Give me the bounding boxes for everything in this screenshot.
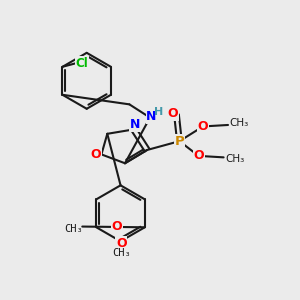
Text: N: N bbox=[146, 110, 157, 123]
Text: Cl: Cl bbox=[75, 57, 88, 70]
Text: O: O bbox=[111, 220, 122, 233]
Text: O: O bbox=[198, 120, 208, 133]
Text: O: O bbox=[116, 237, 127, 250]
Text: N: N bbox=[130, 118, 140, 131]
Text: CH₃: CH₃ bbox=[225, 154, 244, 164]
Text: O: O bbox=[168, 107, 178, 120]
Text: CH₃: CH₃ bbox=[113, 248, 131, 258]
Text: CH₃: CH₃ bbox=[65, 224, 83, 234]
Text: H: H bbox=[154, 107, 163, 117]
Text: P: P bbox=[175, 135, 184, 148]
Text: O: O bbox=[193, 149, 204, 162]
Text: CH₃: CH₃ bbox=[230, 118, 249, 128]
Text: O: O bbox=[90, 148, 101, 161]
